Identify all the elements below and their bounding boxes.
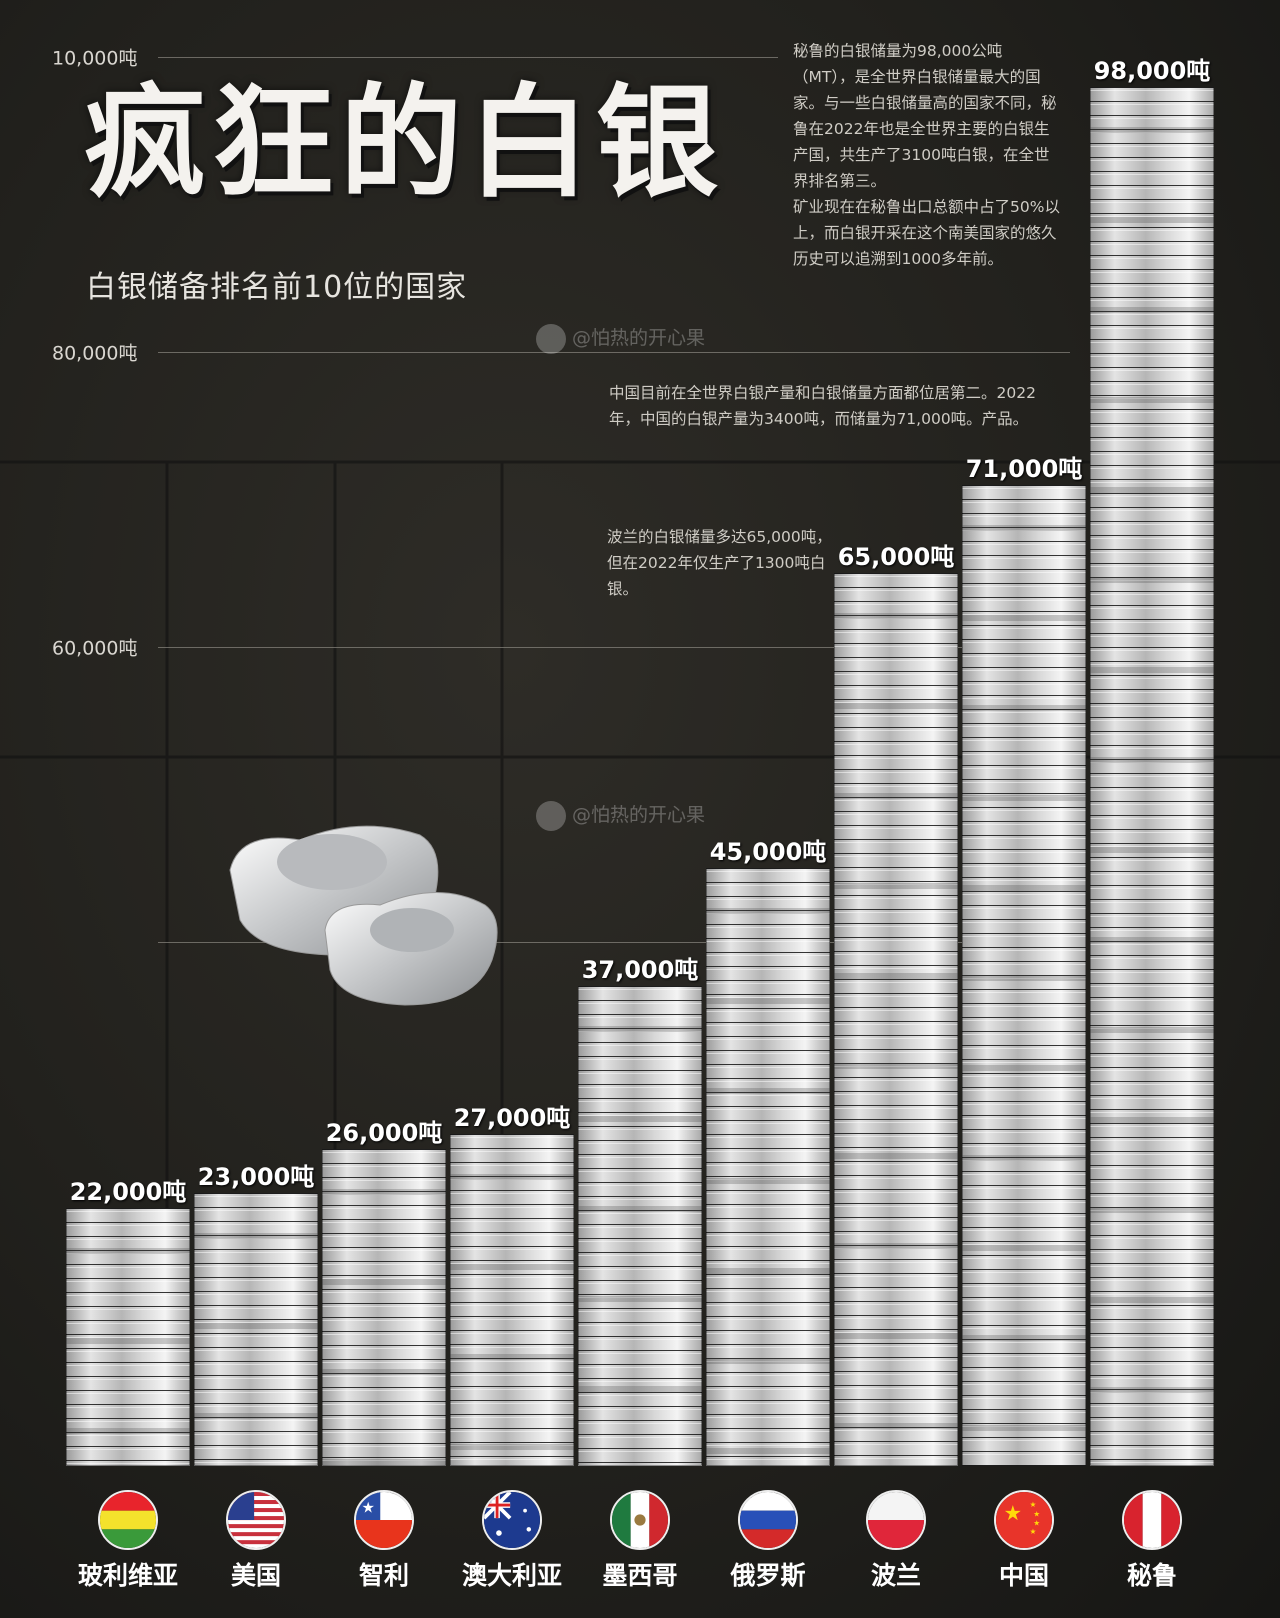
usa-flag-icon [226, 1490, 286, 1550]
x-tick-label: 智利 [358, 1561, 410, 1590]
bar-value-label: 71,000吨 [965, 454, 1083, 483]
chart-title: 疯狂的白银 [84, 72, 724, 214]
bar-usa [194, 1192, 318, 1467]
x-tick-label: 玻利维亚 [77, 1561, 179, 1590]
bar-russia [706, 868, 830, 1466]
x-tick-label: 俄罗斯 [730, 1561, 806, 1590]
x-tick-label: 墨西哥 [602, 1561, 678, 1590]
china-flag-icon: ★ ★ ★ ★ ★ [994, 1490, 1054, 1550]
bar-value-label: 23,000吨 [197, 1162, 315, 1191]
mexico-flag-icon [610, 1490, 670, 1550]
svg-text:★: ★ [1030, 1527, 1037, 1536]
x-tick-label: 秘鲁 [1126, 1561, 1178, 1590]
russia-flag-icon [738, 1490, 798, 1550]
bar-bolivia [66, 1207, 190, 1466]
svg-text:★: ★ [1004, 1501, 1022, 1525]
annotation-peru: 秘鲁的白银储量为98,000公吨（MT），是全世界白银储量最大的国家。与一些白银… [793, 42, 1060, 268]
annotation-poland: 波兰的白银储量多达65,000吨，但在2022年仅生产了1300吨白银。 [607, 528, 832, 598]
y-tick-label: 10,000吨 [52, 47, 138, 70]
bar-value-label: 65,000吨 [837, 543, 955, 572]
bar-value-label: 27,000吨 [453, 1103, 571, 1132]
silver-ingot-image [229, 825, 498, 1006]
bar-china [962, 484, 1086, 1467]
svg-text:★: ★ [1033, 1509, 1040, 1518]
chart-subtitle: 白银储备排名前10位的国家 [86, 270, 468, 305]
poland-flag-icon [866, 1490, 926, 1550]
y-tick-label: 80,000吨 [52, 342, 138, 365]
watermark: @怕热的开心果 [536, 323, 705, 354]
svg-text:★: ★ [1030, 1500, 1037, 1509]
bar-peru [1090, 86, 1214, 1466]
bar-value-label: 98,000吨 [1093, 56, 1211, 85]
x-tick-label: 澳大利亚 [461, 1561, 563, 1590]
bar-poland [834, 573, 958, 1466]
bar-value-label: 22,000吨 [69, 1177, 187, 1206]
bar-chile [322, 1148, 446, 1466]
bar-value-label: 26,000吨 [325, 1118, 443, 1147]
x-tick-label: 波兰 [870, 1561, 922, 1590]
svg-text:★: ★ [361, 1499, 374, 1517]
gridline [158, 647, 1070, 648]
annotation-china: 中国目前在全世界白银产量和白银储量方面都位居第二。2022年，中国的白银产量为3… [609, 384, 1036, 428]
bar-mexico [578, 986, 702, 1466]
x-tick-label: 中国 [998, 1561, 1050, 1590]
x-tick-label: 美国 [230, 1561, 282, 1590]
svg-text:★: ★ [1033, 1519, 1040, 1528]
bar-value-label: 45,000吨 [709, 838, 827, 867]
bar-australia [450, 1133, 574, 1467]
bolivia-flag-icon [98, 1490, 158, 1550]
gridline [158, 57, 778, 58]
australia-flag-icon [482, 1490, 542, 1550]
peru-flag-icon [1122, 1490, 1182, 1550]
bar-value-label: 37,000吨 [581, 956, 699, 985]
chile-flag-icon: ★ [354, 1490, 414, 1550]
gridline [158, 942, 1070, 943]
watermark: @怕热的开心果 [536, 800, 705, 831]
y-tick-label: 60,000吨 [52, 637, 138, 660]
